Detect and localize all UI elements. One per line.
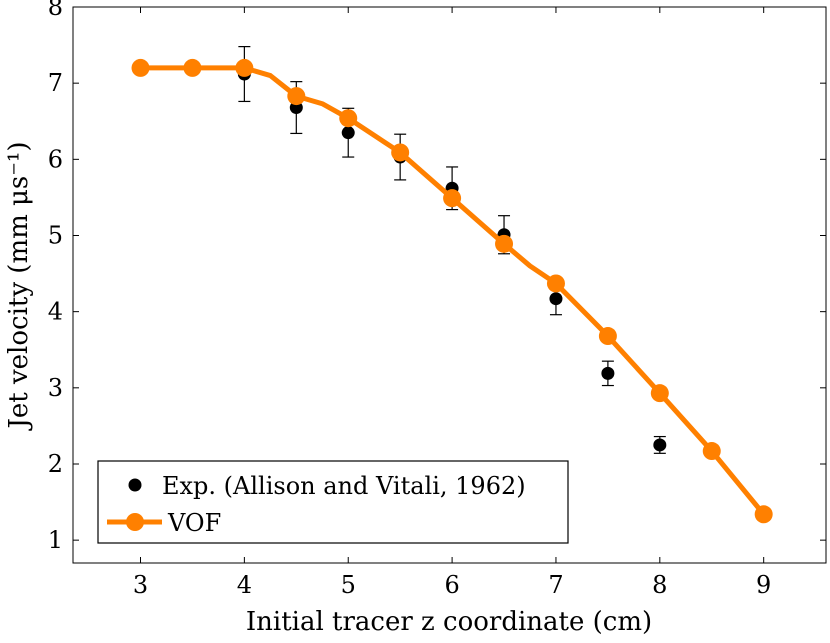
vof-data-point	[131, 58, 150, 77]
vof-data-point	[287, 87, 306, 106]
y-tick-label: 7	[48, 69, 63, 97]
exp-data-point	[549, 292, 563, 306]
legend: Exp. (Allison and Vitali, 1962) VOF	[97, 460, 569, 544]
y-tick-label: 1	[48, 526, 63, 554]
exp-data-point	[601, 366, 615, 380]
ticks-layer: 3 4 5 6 7 8 9 1 2 3 4 5 6 7 8	[48, 0, 826, 599]
x-tick-label: 8	[652, 571, 667, 599]
x-tick-label: 7	[548, 571, 563, 599]
vof-data-point	[443, 189, 462, 208]
vof-data-point	[495, 234, 514, 253]
vof-data-point	[598, 327, 617, 346]
legend-vof-marker	[126, 513, 144, 531]
y-tick-label: 8	[48, 0, 63, 21]
y-tick-label: 6	[48, 145, 63, 173]
vof-data-point	[183, 58, 202, 77]
x-tick-label: 6	[444, 571, 459, 599]
y-axis-label: Jet velocity (mm μs⁻¹)	[4, 141, 34, 431]
legend-box	[97, 460, 569, 544]
x-tick-label: 9	[756, 571, 771, 599]
x-tick-label: 3	[133, 571, 148, 599]
series-layer	[131, 46, 773, 524]
x-tick-label: 4	[237, 571, 252, 599]
y-tick-label: 4	[48, 298, 63, 326]
y-tick-label: 2	[48, 450, 63, 478]
exp-data-point	[653, 438, 667, 452]
vof-data-point	[754, 505, 773, 524]
legend-vof-label: VOF	[167, 509, 221, 537]
exp-data-point	[341, 126, 355, 140]
y-tick-label: 5	[48, 221, 63, 249]
vof-data-point	[339, 109, 358, 128]
vof-data-point	[391, 143, 410, 162]
x-tick-label: 5	[341, 571, 356, 599]
plot-frame	[72, 6, 827, 564]
vof-line	[138, 65, 767, 517]
x-axis-label: Initial tracer z coordinate (cm)	[246, 607, 652, 637]
vof-data-point	[235, 58, 254, 77]
vof-data-point	[546, 274, 565, 293]
vof-data-point	[702, 442, 721, 461]
legend-exp-label: Exp. (Allison and Vitali, 1962)	[162, 472, 526, 500]
vof-data-point	[650, 384, 669, 403]
legend-exp-marker	[128, 478, 142, 492]
y-tick-label: 3	[48, 374, 63, 402]
